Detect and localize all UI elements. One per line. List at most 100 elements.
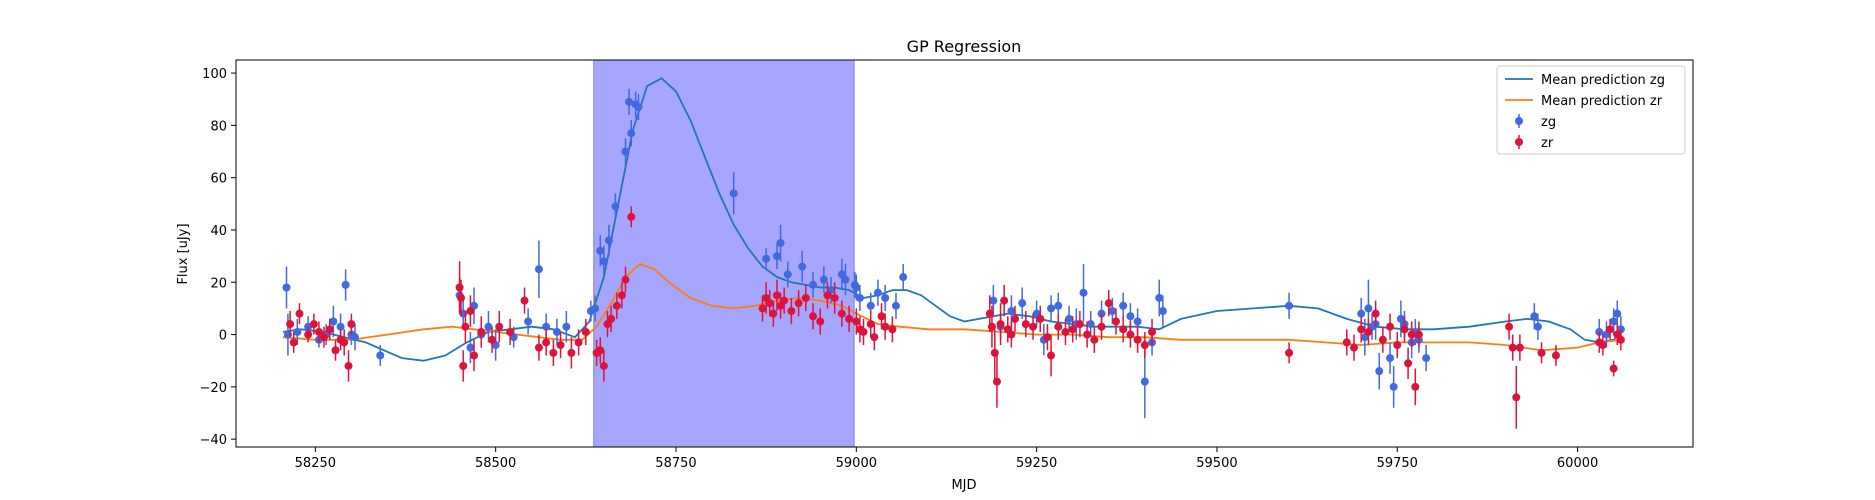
data-point-zr [1119, 325, 1128, 334]
data-point-zr [1133, 335, 1142, 344]
data-point-zr [992, 377, 1001, 386]
data-point-zr [617, 291, 626, 300]
data-point-zr [1126, 330, 1135, 339]
data-point-zr [599, 361, 608, 370]
data-point-zr [455, 283, 464, 292]
data-point-zg [1065, 314, 1074, 323]
data-point-zg [1018, 299, 1027, 308]
data-point-zr [801, 293, 810, 302]
data-point-zr [1043, 333, 1052, 342]
data-point-zr [1104, 299, 1113, 308]
data-point-zg [1364, 304, 1373, 313]
data-point-zg [524, 317, 533, 326]
data-point-zr [1378, 335, 1387, 344]
data-point-zr [309, 320, 318, 329]
data-point-zg [1047, 304, 1056, 313]
data-point-zr [1606, 325, 1615, 334]
data-point-zg [1119, 301, 1128, 310]
data-point-zr [772, 291, 781, 300]
data-point-zr [1357, 325, 1366, 334]
data-point-zr [289, 338, 298, 347]
data-point-zr [837, 309, 846, 318]
legend-label: Mean prediction zr [1541, 94, 1663, 109]
data-point-zr [1515, 343, 1524, 352]
data-point-zr [325, 325, 334, 334]
data-point-zr [319, 333, 328, 342]
data-point-zr [549, 348, 558, 357]
y-tick-label: 80 [210, 119, 227, 134]
data-point-zr [794, 299, 803, 308]
data-point-zr [461, 322, 470, 331]
data-point-zr [845, 314, 854, 323]
data-point-zg [1140, 377, 1149, 386]
data-point-zr [859, 327, 868, 336]
data-point-zr [506, 327, 515, 336]
data-point-zr [787, 307, 796, 316]
legend-label: Mean prediction zg [1541, 73, 1665, 88]
data-point-zg [1126, 312, 1135, 321]
data-point-zg [1133, 317, 1142, 326]
legend-label: zr [1541, 136, 1554, 151]
legend-box [1496, 65, 1686, 155]
data-point-zr [1061, 327, 1070, 336]
data-point-zr [809, 312, 818, 321]
data-point-zg [341, 280, 350, 289]
y-tick-label: 60 [210, 172, 227, 187]
data-point-zr [1364, 327, 1373, 336]
data-point-zg [634, 103, 643, 112]
data-point-zg [891, 301, 900, 310]
data-point-zr [286, 320, 295, 329]
data-point-zg [625, 97, 634, 106]
data-point-zr [852, 317, 861, 326]
data-point-zg [1357, 309, 1366, 318]
data-point-zr [1411, 382, 1420, 391]
data-point-zg [1155, 293, 1164, 302]
data-point-zg [1079, 288, 1088, 297]
data-point-zr [534, 343, 543, 352]
series-zr [286, 206, 1625, 429]
data-point-zr [556, 341, 565, 350]
data-point-zr [990, 348, 999, 357]
plot-content [282, 77, 1625, 429]
data-point-zr [1054, 322, 1063, 331]
data-point-zr [621, 275, 630, 284]
data-point-zr [1414, 330, 1423, 339]
data-point-zr [780, 296, 789, 305]
data-point-zr [769, 309, 778, 318]
y-tick-label: 20 [210, 276, 227, 291]
data-point-zr [1598, 341, 1607, 350]
data-point-zr [457, 293, 466, 302]
data-point-zg [729, 189, 738, 198]
data-point-zr [1616, 335, 1625, 344]
data-point-zr [1407, 330, 1416, 339]
data-point-zr [340, 338, 349, 347]
y-axis-title: Flux [uJy] [176, 223, 191, 284]
data-point-zr [314, 327, 323, 336]
data-point-zg [591, 304, 600, 313]
data-point-zg [484, 322, 493, 331]
data-point-zr [627, 212, 636, 221]
data-point-zg [1285, 301, 1294, 310]
highlight-span [593, 59, 855, 448]
data-point-zg [1389, 382, 1398, 391]
data-point-zg [809, 280, 818, 289]
data-point-zr [567, 348, 576, 357]
data-point-zg [989, 296, 998, 305]
y-tick-label: 0 [219, 329, 227, 344]
data-point-zg [336, 322, 345, 331]
data-point-zr [816, 317, 825, 326]
data-point-zr [1551, 351, 1560, 360]
x-tick-label: 58500 [475, 456, 516, 471]
data-point-zg [772, 252, 781, 261]
data-point-zr [1386, 322, 1395, 331]
x-tick-label: 59250 [1016, 456, 1057, 471]
data-point-zg [873, 288, 882, 297]
x-tick-label: 59750 [1377, 456, 1418, 471]
data-point-zr [830, 293, 839, 302]
series-zg [282, 88, 1625, 419]
data-point-zr [1285, 348, 1294, 357]
legend-swatch-marker [1515, 138, 1523, 146]
data-point-zr [596, 346, 605, 355]
data-point-zr [1508, 343, 1517, 352]
data-point-zg [562, 322, 571, 331]
